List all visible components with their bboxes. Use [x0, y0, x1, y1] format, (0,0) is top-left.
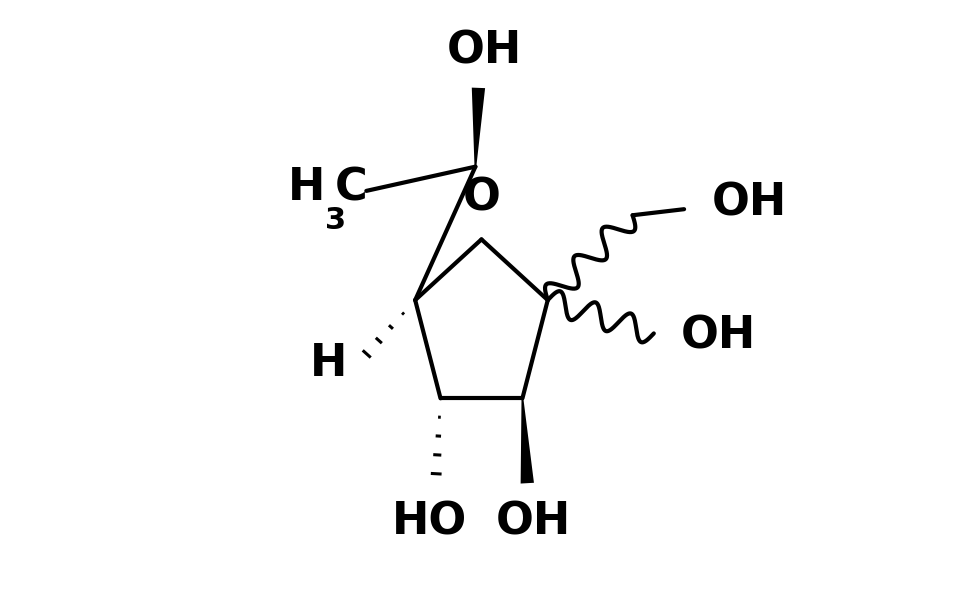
Text: OH: OH [711, 182, 787, 225]
Text: 3: 3 [326, 206, 346, 235]
Text: O: O [462, 177, 500, 220]
Polygon shape [472, 88, 485, 167]
Text: H: H [288, 167, 326, 209]
Text: OH: OH [496, 500, 571, 543]
Text: HO: HO [392, 500, 467, 543]
Polygon shape [520, 398, 534, 484]
Text: OH: OH [447, 30, 522, 73]
Text: H: H [310, 342, 347, 385]
Text: OH: OH [681, 315, 757, 358]
Text: C: C [335, 167, 367, 209]
